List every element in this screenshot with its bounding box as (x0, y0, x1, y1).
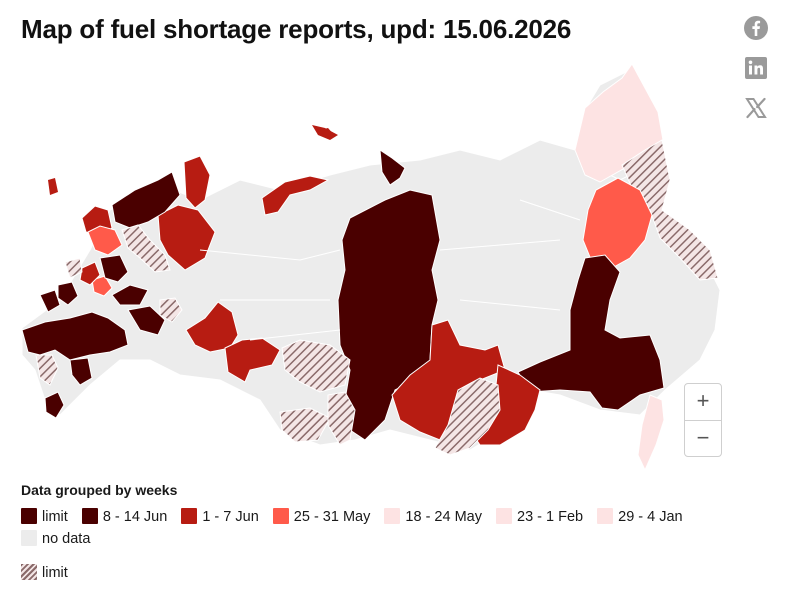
linkedin-icon[interactable] (742, 54, 770, 82)
legend-item-25-31-may[interactable]: 25 - 31 May (272, 508, 371, 525)
legend-swatch (21, 530, 37, 546)
legend-item-23-1-feb[interactable]: 23 - 1 Feb (496, 508, 584, 525)
legend-label: 29 - 4 Jan (618, 509, 683, 525)
legend-swatch (496, 508, 513, 524)
map-canvas[interactable] (0, 55, 740, 475)
zoom-out-button[interactable]: − (685, 420, 721, 456)
legend-label: no data (42, 531, 91, 547)
legend-swatch (81, 508, 98, 524)
legend-label: 23 - 1 Feb (517, 509, 584, 525)
region-far-east[interactable] (517, 254, 665, 411)
legend-swatch (272, 508, 289, 524)
region-arkhangelsk[interactable] (111, 171, 181, 229)
legend-swatch (21, 508, 37, 524)
region-buryatia[interactable] (434, 377, 501, 456)
russia-map[interactable] (0, 55, 740, 475)
legend-label: 8 - 14 Jun (102, 509, 168, 525)
region-yakutia[interactable] (582, 177, 653, 269)
legend-label: 25 - 31 May (293, 509, 371, 525)
legend-item-hatched-limit[interactable]: limit (21, 564, 701, 581)
legend-item-no-data[interactable]: no data (21, 530, 91, 547)
region-yamal[interactable] (261, 175, 330, 216)
region-sverdlovsk[interactable] (185, 301, 239, 353)
region-novosibirsk[interactable] (281, 339, 351, 393)
region-tyumen[interactable] (224, 337, 281, 383)
region-komi[interactable] (157, 204, 216, 271)
region-leningrad[interactable] (87, 225, 123, 256)
legend-item-18-24-may[interactable]: 18 - 24 May (384, 508, 482, 525)
legend-label: limit (42, 509, 68, 525)
legend-swatch (597, 508, 614, 524)
legend-label: 1 - 7 Jun (202, 509, 259, 525)
legend-item-29-4-jan[interactable]: 29 - 4 Jan (597, 508, 683, 525)
region-sakhalin[interactable] (637, 394, 665, 472)
share-buttons (742, 14, 770, 134)
legend-hatch-label: limit (42, 565, 68, 581)
legend-swatch (181, 508, 198, 524)
x-icon[interactable] (742, 94, 770, 122)
region-moscow[interactable] (91, 275, 113, 297)
page-title: Map of fuel shortage reports, upd: 15.06… (21, 14, 572, 44)
legend-item-8-14-jun[interactable]: 8 - 14 Jun (81, 508, 168, 525)
legend-title: Data grouped by weeks (21, 482, 178, 498)
legend-label: 18 - 24 May (405, 509, 482, 525)
legend: Data grouped by weeks limit 8 - 14 Jun 1… (21, 482, 701, 581)
legend-swatch (384, 508, 401, 524)
legend-hatch-swatch (21, 564, 37, 580)
legend-item-1-7-jun[interactable]: 1 - 7 Jun (181, 508, 259, 525)
region-south[interactable] (21, 311, 129, 361)
zoom-controls: + − (684, 383, 722, 457)
legend-item-limit[interactable]: limit (21, 508, 68, 525)
legend-items: limit 8 - 14 Jun 1 - 7 Jun 25 - 31 May 1… (21, 506, 701, 550)
facebook-icon[interactable] (742, 14, 770, 42)
zoom-in-button[interactable]: + (696, 388, 710, 413)
